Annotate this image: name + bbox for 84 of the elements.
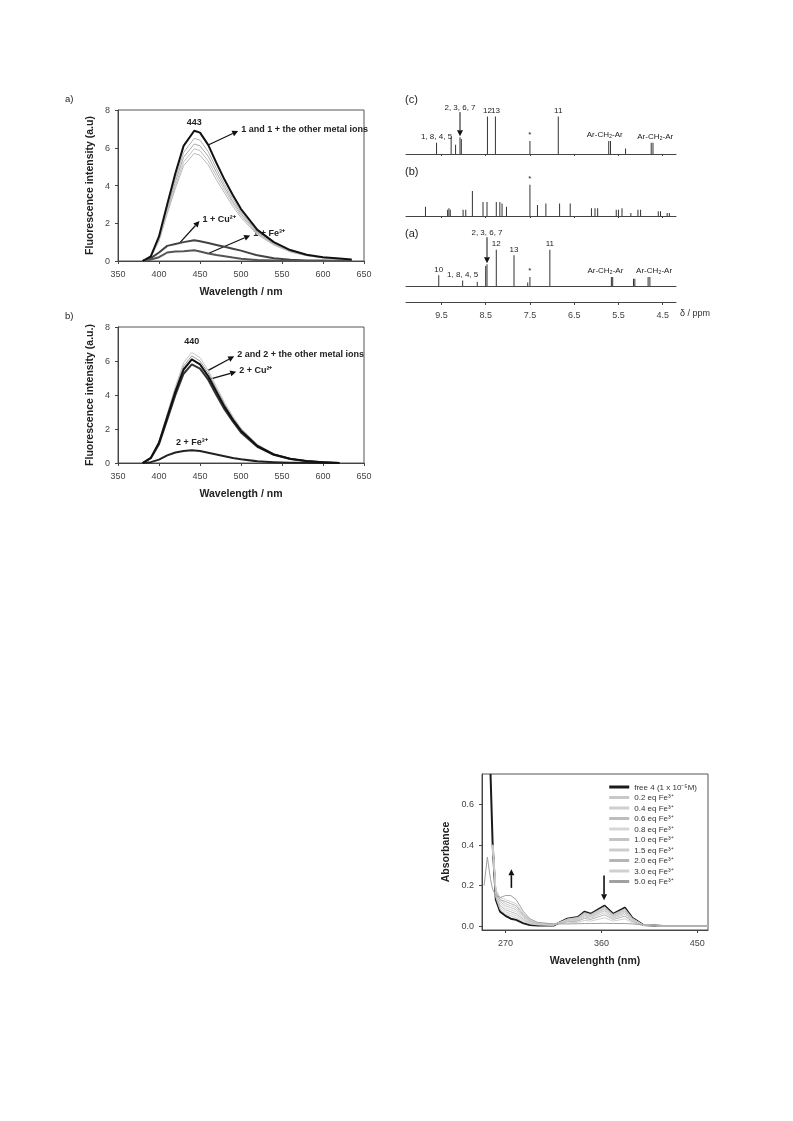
- x-tick-label: 550: [274, 268, 290, 279]
- y-tick-label: 8: [104, 105, 110, 115]
- annotation: 1 and 1 + the other metal ions: [241, 123, 368, 134]
- y-tick-label: 4: [104, 180, 110, 191]
- annotation: 2 + Fe³⁺: [175, 436, 208, 447]
- y-tick-label: 6: [104, 142, 110, 153]
- legend-label: 0.4 eq Fe³⁺: [634, 803, 674, 813]
- annotation: 2, 3, 6, 7: [444, 102, 477, 112]
- annotation: 443: [186, 117, 202, 128]
- annotation: 2 + Cu²⁺: [239, 364, 273, 375]
- chart-title: (c): [405, 92, 418, 105]
- y-axis-title: Fluorescence intensity (a.u.): [82, 324, 95, 466]
- chart-title: a): [65, 92, 74, 104]
- annotation: 1, 8, 4, 5: [420, 132, 453, 142]
- y-tick-label: 0.6: [461, 799, 474, 810]
- y-tick-label: 2: [104, 424, 110, 434]
- legend-label: 1.0 eq Fe³⁺: [634, 835, 674, 844]
- annotation: 11: [545, 239, 555, 249]
- y-tick-label: 0: [104, 256, 110, 266]
- x-tick-label: 450: [192, 268, 208, 279]
- x-tick-label: 360: [593, 937, 609, 948]
- legend-label: 3.0 eq Fe³⁺: [634, 866, 674, 876]
- y-axis-title: Fluorescence intensity (a.u): [82, 116, 95, 255]
- x-axis-title: δ / ppm: [680, 307, 711, 318]
- annotation: 11: [554, 106, 563, 115]
- x-tick-label: 350: [110, 470, 126, 481]
- x-tick-label: 4.5: [656, 309, 669, 320]
- chart-title: b): [65, 309, 74, 321]
- annotation: 12: [482, 106, 493, 115]
- legend-label: 0.2 eq Fe³⁺: [634, 793, 674, 802]
- x-tick-label: 350: [110, 268, 126, 279]
- x-tick-label: 5.5: [612, 309, 625, 320]
- x-tick-label: 8.5: [479, 309, 492, 320]
- x-tick-label: 650: [356, 268, 372, 279]
- x-tick-label: 9.5: [435, 309, 448, 320]
- x-tick-label: 450: [689, 937, 705, 948]
- y-tick-label: 4: [104, 390, 110, 400]
- annotation: *: [528, 130, 532, 140]
- x-tick-label: 6.5: [567, 309, 581, 320]
- x-tick-label: 600: [315, 470, 331, 481]
- x-tick-label: 550: [274, 470, 290, 481]
- legend-label: 5.0 eq Fe³⁺: [634, 877, 674, 886]
- annotation: 10: [434, 264, 444, 274]
- annotation: 1, 8, 4, 5: [447, 270, 479, 280]
- annotation: 13: [490, 106, 501, 115]
- y-tick-label: 0.4: [461, 839, 474, 850]
- legend-label: 0.8 eq Fe³⁺: [634, 824, 674, 834]
- x-axis-title: Wavelenghth (nm): [549, 953, 641, 966]
- annotation: *: [528, 266, 532, 276]
- x-tick-label: 270: [497, 937, 513, 948]
- legend-label: 0.6 eq Fe³⁺: [634, 814, 674, 823]
- x-tick-label: 500: [233, 470, 249, 481]
- annotation: 440: [184, 335, 200, 346]
- chart-title: (a): [405, 226, 419, 239]
- annotation: 2, 3, 6, 7: [471, 227, 504, 237]
- annotation: Ar-CH₂-Ar: [636, 266, 673, 276]
- y-tick-label: 0.0: [461, 920, 474, 931]
- annotation: Ar-CH₂-Ar: [587, 266, 624, 276]
- y-tick-label: 8: [104, 322, 110, 332]
- legend-label: 2.0 eq Fe³⁺: [634, 856, 674, 865]
- legend-label: 1.5 eq Fe³⁺: [634, 845, 674, 855]
- x-axis-title: Wavelength / nm: [199, 284, 283, 297]
- chart-title: (b): [405, 164, 419, 177]
- y-axis-title: Absorbance: [439, 821, 452, 883]
- x-tick-label: 450: [192, 470, 208, 481]
- x-tick-label: 650: [356, 470, 372, 481]
- annotation: Ar-CH₂-Ar: [586, 130, 624, 140]
- y-tick-label: 0: [104, 458, 110, 468]
- y-tick-label: 6: [104, 356, 110, 366]
- x-tick-label: 400: [151, 470, 167, 481]
- annotation: Ar-CH₂-Ar: [637, 132, 674, 142]
- y-tick-label: 2: [104, 218, 110, 229]
- x-tick-label: 7.5: [523, 309, 537, 320]
- annotation: 2 and 2 + the other metal ions: [237, 349, 364, 360]
- y-tick-label: 0.2: [461, 880, 474, 891]
- x-tick-label: 400: [151, 268, 167, 279]
- legend-label: free 4 (1 x 10⁻⁵M): [634, 782, 698, 792]
- x-axis-title: Wavelength / nm: [199, 486, 283, 499]
- annotation: *: [528, 174, 532, 184]
- annotation: 12: [491, 239, 502, 249]
- annotation: 1 + Cu²⁺: [202, 214, 236, 225]
- x-tick-label: 500: [233, 268, 249, 279]
- x-tick-label: 600: [315, 268, 331, 279]
- annotation: 13: [509, 244, 519, 254]
